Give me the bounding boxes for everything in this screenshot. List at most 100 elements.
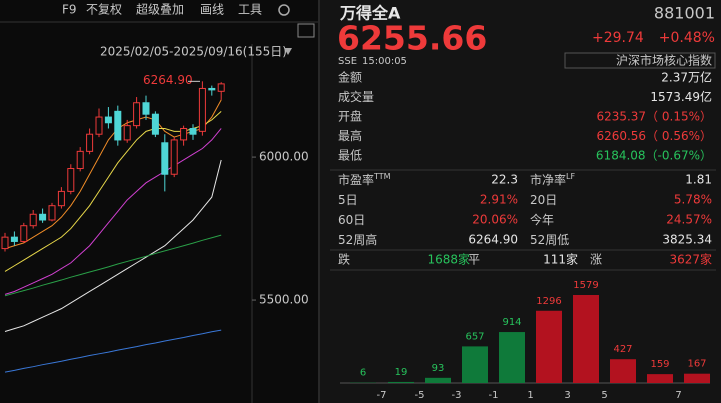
moving-average <box>4 159 222 332</box>
candle-body <box>39 213 47 221</box>
x-tick-label: -7 <box>377 390 387 401</box>
row-label: 成交量 <box>338 89 374 104</box>
chart-bg <box>0 0 318 403</box>
wp-icon[interactable] <box>297 23 315 38</box>
high-label: 6264.90 <box>143 73 193 87</box>
stat-value: 6264.90 <box>468 233 518 247</box>
candle-body <box>123 125 131 141</box>
candle-body <box>20 225 28 242</box>
bar-label: 427 <box>613 344 632 355</box>
x-tick-label: 1 <box>527 390 533 401</box>
candle-body <box>86 133 94 152</box>
stat-label: 市盈率TTM <box>338 172 391 187</box>
row-label: 最低 <box>338 149 362 163</box>
bar-label: 1296 <box>536 296 561 307</box>
candle-body <box>10 236 18 242</box>
candle-body <box>208 87 216 91</box>
row-value: 1573.49亿 <box>650 89 712 104</box>
bar <box>425 377 451 383</box>
moving-average <box>4 234 222 297</box>
breadth-label: 平 <box>468 253 480 267</box>
bar-label: 914 <box>502 317 521 328</box>
bar <box>536 310 562 383</box>
candle-body <box>189 127 197 135</box>
toolbar-item[interactable]: 不复权 <box>86 3 122 17</box>
candle-body <box>104 116 112 124</box>
stat-label: 今年 <box>530 212 554 227</box>
bar-label: 19 <box>395 367 408 378</box>
stat-value: 24.57% <box>666 213 712 227</box>
bar-label: 6 <box>360 368 366 379</box>
date-range[interactable]: 2025/02/05-2025/09/16(155日) <box>100 45 287 59</box>
breadth-label: 涨 <box>590 252 602 267</box>
x-tick-label: -1 <box>489 390 499 401</box>
stat-label: 20日 <box>530 193 557 207</box>
y-tick-label: 6000.00 <box>259 150 309 164</box>
row-value: 6184.08（-0.67%） <box>596 149 712 163</box>
toolbar-item[interactable]: 工具 <box>238 3 262 17</box>
bar-label: 1579 <box>573 280 598 291</box>
y-tick-label: 5500.00 <box>259 293 309 307</box>
bar-label: 93 <box>432 363 445 374</box>
bar <box>388 381 414 383</box>
stat-label: 5日 <box>338 193 358 207</box>
moving-average <box>4 128 222 295</box>
bar-label: 657 <box>465 331 484 342</box>
stat-value: 1.81 <box>685 173 712 187</box>
index-code: 881001 <box>654 4 715 23</box>
candle-body <box>67 168 75 192</box>
stat-label: 52周高 <box>338 232 377 247</box>
stat-value: 2.91% <box>480 193 518 207</box>
candle-body <box>114 110 122 141</box>
bar <box>647 374 673 383</box>
plot <box>1 81 225 373</box>
x-tick-label: 5 <box>601 390 607 401</box>
row-label: 开盘 <box>338 109 362 124</box>
index-name: 万得全A <box>339 4 401 23</box>
breadth-value: 1688家 <box>427 252 470 267</box>
candle-body <box>180 127 188 141</box>
time: 15:00:05 <box>362 56 407 67</box>
stat-label: 60日 <box>338 213 365 227</box>
candle-body <box>151 113 159 135</box>
toolbar-item[interactable]: 画线 <box>200 3 224 17</box>
row-label: 金额 <box>338 70 362 85</box>
stat-label: 52周低 <box>530 233 569 247</box>
bar-label: 159 <box>650 359 669 370</box>
x-tick-label: 7 <box>675 390 681 401</box>
price: 6255.66 <box>337 19 487 58</box>
bar <box>499 332 525 383</box>
stat-value: 5.78% <box>674 193 712 207</box>
stat-value: 22.3 <box>491 173 518 187</box>
candle-body <box>95 116 103 135</box>
x-tick-label: -3 <box>452 390 462 401</box>
x-tick-label: -5 <box>415 390 425 401</box>
stat-value: 3825.34 <box>662 233 712 247</box>
candle-body <box>133 102 141 127</box>
change: +29.74 <box>592 30 644 46</box>
candle-body <box>57 190 65 207</box>
candle-body <box>161 142 169 175</box>
bar <box>462 346 488 383</box>
bar <box>573 295 599 383</box>
bar <box>610 359 636 383</box>
exchange: SSE <box>338 56 357 67</box>
breadth-value: 3627家 <box>669 252 712 267</box>
row-value: 2.37万亿 <box>661 70 712 85</box>
toolbar-item[interactable]: F9 <box>62 3 77 17</box>
candle-body <box>198 87 206 132</box>
settings-icon[interactable] <box>278 4 290 16</box>
breadth-label: 跌 <box>338 252 350 267</box>
candle-body <box>48 205 56 221</box>
tag-box <box>564 52 716 69</box>
range-dropdown[interactable] <box>284 48 292 55</box>
candle-body <box>217 83 225 92</box>
candle-body <box>76 150 84 170</box>
row-label: 最高 <box>338 128 362 143</box>
toolbar-item[interactable]: 超级叠加 <box>136 2 184 17</box>
candle-body <box>170 139 178 175</box>
x-tick-label: 3 <box>564 390 570 401</box>
breadth-value: 111家 <box>543 252 578 267</box>
